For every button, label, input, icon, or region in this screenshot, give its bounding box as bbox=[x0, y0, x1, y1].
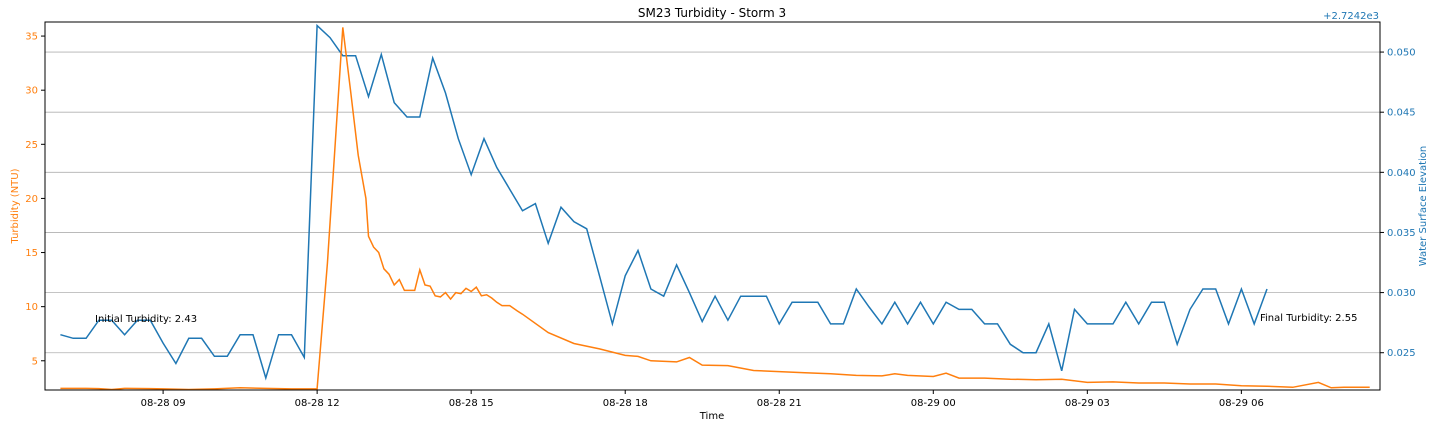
right-axis-title: Water Surface Elevation bbox=[1418, 146, 1429, 266]
final-turbidity-annotation: Final Turbidity: 2.55 bbox=[1260, 313, 1357, 324]
x-axis-title: Time bbox=[699, 411, 724, 422]
x-tick-label: 08-28 12 bbox=[295, 398, 340, 409]
right-tick-label: 0.045 bbox=[1387, 108, 1416, 119]
grid-lines bbox=[45, 51, 1380, 354]
right-tick-label: 0.040 bbox=[1387, 168, 1416, 179]
x-tick-label: 08-29 00 bbox=[911, 398, 956, 409]
right-tick-label: 0.030 bbox=[1387, 288, 1416, 299]
plot-lines bbox=[60, 23, 1370, 391]
right-axis-ticks: 0.025 0.030 0.035 0.040 0.045 0.050 bbox=[1380, 48, 1416, 359]
left-tick-label: 25 bbox=[25, 140, 38, 151]
right-tick-label: 0.025 bbox=[1387, 348, 1416, 359]
left-axis-ticks: 5 10 15 20 25 30 35 bbox=[25, 32, 45, 367]
x-tick-label: 08-29 03 bbox=[1065, 398, 1110, 409]
x-tick-label: 08-28 15 bbox=[449, 398, 494, 409]
left-axis-title: Turbidity (NTU) bbox=[10, 168, 21, 244]
x-tick-label: 08-28 18 bbox=[603, 398, 648, 409]
left-tick-label: 10 bbox=[25, 302, 38, 313]
water-surface-elevation-line bbox=[60, 23, 1268, 381]
chart-title: SM23 Turbidity - Storm 3 bbox=[638, 6, 786, 20]
plot-frame bbox=[44, 21, 1381, 391]
initial-turbidity-annotation: Initial Turbidity: 2.43 bbox=[95, 314, 197, 325]
right-tick-label: 0.050 bbox=[1387, 48, 1416, 59]
x-axis-ticks: 08-28 09 08-28 12 08-28 15 08-28 18 08-28 21… bbox=[141, 390, 1264, 409]
right-axis-offset-text: +2.7242e3 bbox=[1323, 11, 1379, 22]
left-tick-label: 15 bbox=[25, 248, 38, 259]
right-tick-label: 0.035 bbox=[1387, 228, 1416, 239]
turbidity-line bbox=[60, 27, 1370, 391]
left-tick-label: 20 bbox=[25, 194, 38, 205]
x-tick-label: 08-29 06 bbox=[1219, 398, 1264, 409]
left-tick-label: 30 bbox=[25, 86, 38, 97]
left-tick-label: 5 bbox=[32, 356, 38, 367]
left-tick-label: 35 bbox=[25, 32, 38, 43]
x-tick-label: 08-28 09 bbox=[141, 398, 186, 409]
x-tick-label: 08-28 21 bbox=[757, 398, 802, 409]
